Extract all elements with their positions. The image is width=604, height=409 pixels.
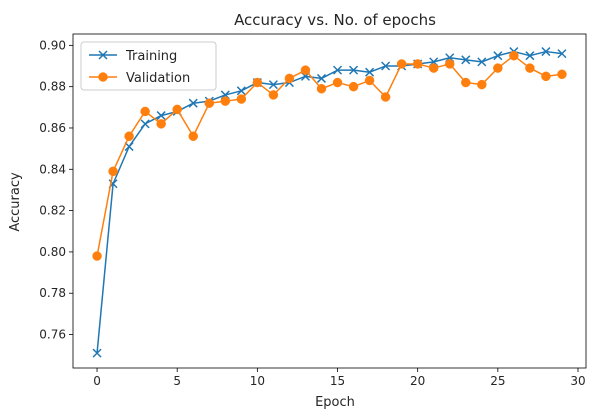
validation-point bbox=[412, 59, 423, 69]
x-tick-label: 0 bbox=[93, 374, 101, 388]
validation-point bbox=[364, 75, 375, 86]
training-point bbox=[140, 119, 150, 129]
x-tick-label: 25 bbox=[490, 374, 505, 388]
validation-point bbox=[124, 131, 134, 141]
validation-series bbox=[92, 50, 567, 261]
legend-swatch-marker bbox=[98, 72, 108, 82]
y-tick-label: 0.80 bbox=[39, 245, 66, 259]
training-point bbox=[557, 49, 567, 59]
training-line bbox=[96, 50, 563, 354]
training-point bbox=[124, 142, 134, 152]
legend-box bbox=[80, 41, 217, 91]
x-tick-label: 10 bbox=[250, 374, 265, 388]
training-point bbox=[365, 67, 375, 77]
validation-point bbox=[92, 251, 102, 261]
training-point bbox=[461, 55, 471, 65]
validation-point bbox=[300, 65, 311, 75]
legend-label: Validation bbox=[126, 71, 190, 86]
y-tick-label: 0.84 bbox=[39, 162, 66, 176]
training-point bbox=[188, 98, 198, 108]
validation-point bbox=[525, 63, 535, 73]
validation-point bbox=[348, 81, 359, 92]
validation-point bbox=[252, 77, 263, 88]
validation-point bbox=[188, 131, 198, 141]
x-tick-label: 20 bbox=[410, 374, 425, 388]
validation-point bbox=[284, 73, 295, 84]
validation-point bbox=[428, 63, 439, 73]
x-axis-title: Epoch bbox=[315, 395, 355, 409]
validation-point bbox=[108, 166, 118, 177]
validation-point bbox=[557, 69, 567, 80]
validation-point bbox=[444, 59, 455, 69]
validation-point bbox=[236, 94, 247, 104]
validation-point bbox=[156, 119, 166, 129]
validation-point bbox=[268, 90, 279, 100]
x-tick-label: 30 bbox=[570, 374, 585, 388]
validation-point bbox=[541, 71, 551, 82]
validation-point bbox=[316, 83, 327, 94]
chart-title: Accuracy vs. No. of epochs bbox=[234, 11, 436, 29]
x-tick-label: 5 bbox=[173, 374, 181, 388]
y-tick-label: 0.76 bbox=[39, 328, 66, 342]
validation-point bbox=[396, 59, 407, 69]
training-point bbox=[236, 86, 246, 96]
y-tick-label: 0.86 bbox=[39, 121, 66, 135]
legend-swatch-marker bbox=[98, 50, 108, 60]
validation-point bbox=[172, 104, 182, 115]
validation-point bbox=[332, 77, 343, 88]
validation-point bbox=[204, 98, 215, 108]
plot-frame bbox=[72, 33, 587, 369]
validation-point bbox=[380, 92, 391, 102]
legend-label: Training bbox=[125, 49, 177, 64]
training-point bbox=[525, 51, 535, 61]
legend: Training Validation bbox=[80, 41, 217, 91]
y-tick-label: 0.88 bbox=[39, 80, 66, 94]
validation-point bbox=[509, 50, 519, 61]
validation-point bbox=[140, 106, 150, 117]
legend-entry-training: Training bbox=[89, 49, 177, 64]
y-tick-label: 0.82 bbox=[39, 204, 66, 218]
x-tick-label: 15 bbox=[330, 374, 345, 388]
training-point bbox=[349, 65, 359, 75]
y-tick-label: 0.78 bbox=[39, 286, 66, 300]
training-point bbox=[268, 80, 278, 90]
validation-point bbox=[493, 63, 503, 73]
training-series bbox=[92, 47, 567, 358]
training-point bbox=[477, 57, 487, 67]
validation-point bbox=[461, 77, 471, 88]
y-axis-title: Accuracy bbox=[8, 172, 23, 232]
validation-point bbox=[477, 79, 487, 90]
y-tick-label: 0.90 bbox=[39, 38, 66, 52]
training-point bbox=[92, 348, 102, 358]
training-point bbox=[332, 65, 343, 75]
validation-point bbox=[220, 96, 231, 106]
training-point bbox=[493, 51, 503, 61]
training-point bbox=[541, 47, 551, 57]
legend-entry-validation: Validation bbox=[89, 71, 190, 86]
training-point bbox=[156, 111, 166, 121]
plot-area: 0 5 10 15 20 25 30 0.76 0.78 0.80 0.82 0.84 0.86 0.88… bbox=[39, 33, 587, 388]
training-point bbox=[381, 61, 391, 71]
training-point bbox=[316, 73, 327, 83]
